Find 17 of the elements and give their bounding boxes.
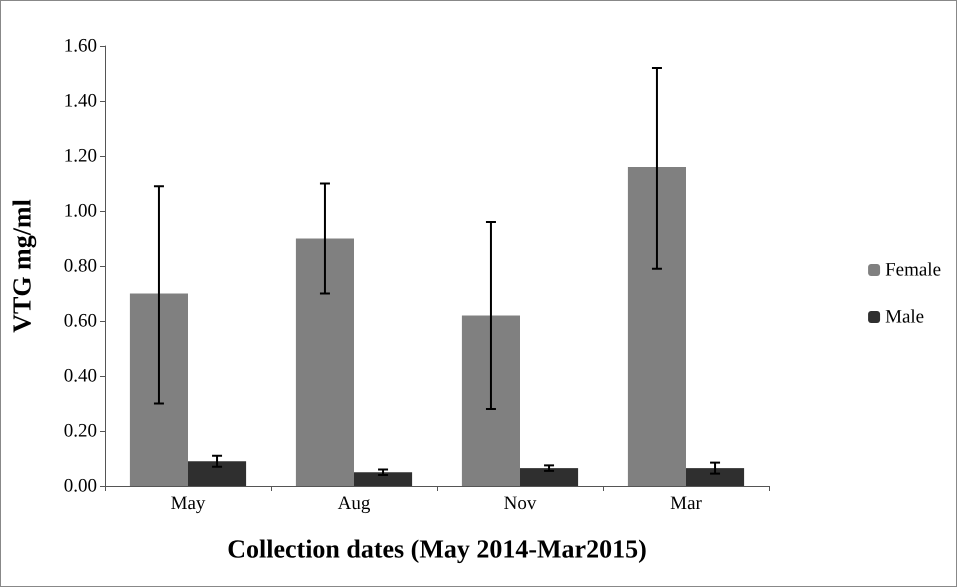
y-tick-label: 1.20 xyxy=(64,146,97,166)
y-tick-label: 1.40 xyxy=(64,90,97,112)
y-tick-label: 0.80 xyxy=(64,256,97,276)
y-tick-label: 0.40 xyxy=(64,366,97,386)
y-axis-title: VTG mg/ml xyxy=(8,199,36,333)
x-tick-label: Aug xyxy=(338,493,371,514)
y-tick-label: 0.00 xyxy=(64,476,97,496)
x-tick-label: May xyxy=(170,493,206,514)
y-tick-label: 1.60 xyxy=(64,36,97,56)
y-tick-label: 1.00 xyxy=(64,200,97,222)
y-tick-label: 0.20 xyxy=(64,420,97,442)
legend-label: Female xyxy=(885,260,942,280)
x-axis-title: Collection dates (May 2014-Mar2015) xyxy=(227,534,647,564)
x-tick-label: Mar xyxy=(670,493,702,514)
x-tick-label: Nov xyxy=(504,493,537,514)
legend-label: Male xyxy=(885,306,924,328)
y-tick-label: 0.60 xyxy=(64,310,97,332)
